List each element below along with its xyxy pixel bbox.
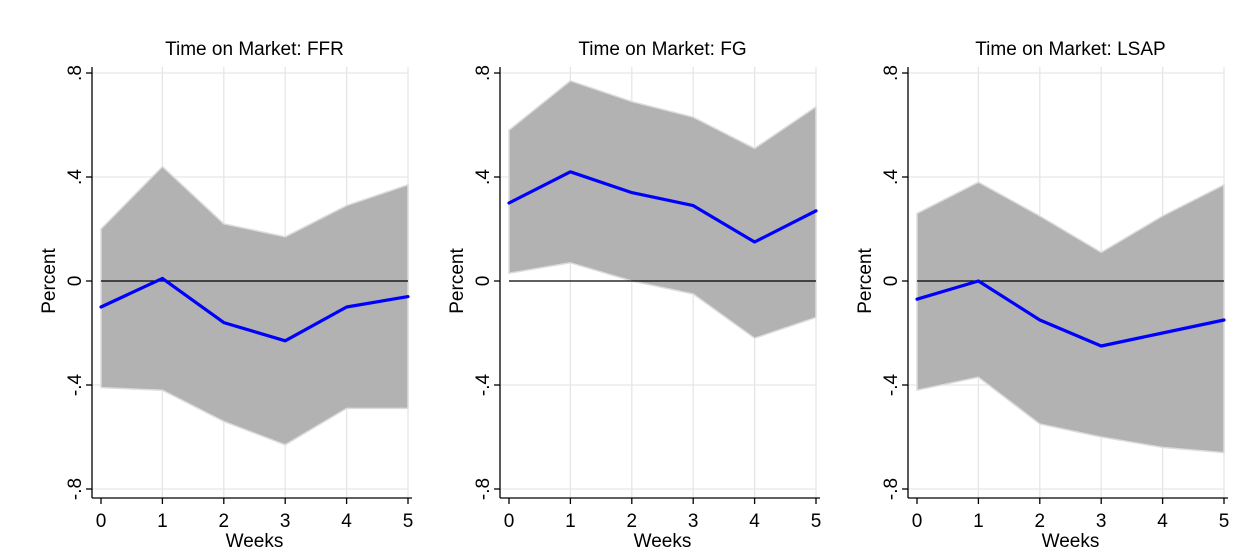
- y-tick-label: .8: [473, 65, 494, 81]
- x-tick-label: 1: [973, 511, 984, 532]
- x-tick-label: 3: [688, 511, 699, 532]
- series-line: [507, 170, 818, 244]
- y-tick-label: 0: [473, 276, 494, 287]
- x-tick-label: 2: [219, 511, 230, 532]
- y-tick-label: .4: [881, 169, 902, 185]
- x-tick-label: 1: [565, 511, 576, 532]
- y-tick-label: 0: [881, 276, 902, 287]
- series-line: [915, 279, 1226, 348]
- y-axis-title: Percent: [39, 248, 60, 314]
- chart-panel-1: -.8 -.4 0 .4 .8 0 1 2 3 4 5 Weeks Percent Time on Mar…: [39, 39, 413, 552]
- y-tick-label: -.8: [473, 478, 494, 500]
- x-tick-label: 0: [912, 511, 923, 532]
- confidence-band: [508, 80, 817, 339]
- x-axis-title: Weeks: [226, 531, 284, 552]
- y-tick-label: .8: [881, 65, 902, 81]
- x-tick-label: 5: [811, 511, 822, 532]
- chart-title: Time on Market: FG: [578, 39, 746, 60]
- y-tick-label: -.4: [65, 373, 86, 396]
- confidence-band: [916, 181, 1225, 454]
- y-tick-label: -.8: [881, 478, 902, 500]
- x-tick-label: 2: [627, 511, 638, 532]
- x-tick-label: 3: [1096, 511, 1107, 532]
- series-line: [99, 276, 410, 343]
- x-tick-label: 4: [1157, 511, 1168, 532]
- y-tick-label: .4: [473, 169, 494, 185]
- chart-title: Time on Market: FFR: [165, 39, 344, 60]
- y-tick-label: 0: [65, 276, 86, 287]
- x-tick-label: 5: [1219, 511, 1230, 532]
- y-tick-label: .8: [65, 65, 86, 81]
- confidence-band: [100, 165, 409, 446]
- x-axis-title: Weeks: [1042, 531, 1100, 552]
- chart-panel-3: -.8 -.4 0 .4 .8 0 1 2 3 4 5 Weeks Percent Time on Mar…: [855, 39, 1229, 552]
- x-tick-label: 4: [749, 511, 760, 532]
- x-axis-title: Weeks: [634, 531, 692, 552]
- y-tick-label: -.4: [881, 373, 902, 396]
- y-axis-title: Percent: [855, 248, 876, 314]
- x-tick-label: 5: [403, 511, 414, 532]
- x-tick-label: 3: [280, 511, 291, 532]
- x-tick-label: 0: [504, 511, 515, 532]
- x-tick-label: 1: [157, 511, 168, 532]
- chart-title: Time on Market: LSAP: [975, 39, 1165, 60]
- y-tick-label: .4: [65, 169, 86, 185]
- x-tick-label: 0: [96, 511, 107, 532]
- y-tick-label: -.4: [473, 373, 494, 396]
- y-axis-title: Percent: [447, 248, 468, 314]
- x-tick-label: 4: [341, 511, 352, 532]
- y-tick-label: -.8: [65, 478, 86, 500]
- chart-panel-2: -.8 -.4 0 .4 .8 0 1 2 3 4 5 Weeks Percent Time on Mar…: [447, 39, 821, 552]
- x-tick-label: 2: [1035, 511, 1046, 532]
